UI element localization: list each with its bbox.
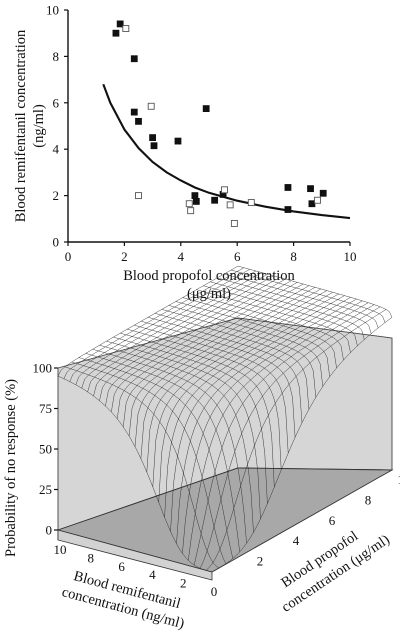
scatter-axes (67, 10, 350, 243)
data-point-filled-square (135, 117, 142, 125)
surface-y-tick-label: 6 (329, 513, 336, 528)
surface-z-tick-label: 100 (33, 361, 53, 376)
data-point-open-square (135, 192, 142, 200)
data-point-open-square (185, 200, 193, 208)
data-point-filled-square (112, 29, 120, 37)
scatter-x-tick-label: 2 (121, 249, 128, 264)
scatter-x-tick-label: 4 (178, 249, 185, 264)
data-point-filled-square (116, 20, 124, 28)
scatter-x-ticks: 0 2 4 6 8 10 (65, 242, 357, 264)
surface-z-tick-label: 50 (39, 442, 52, 457)
surface-x-tick-label: 0 (211, 584, 218, 599)
surface-gridline-propofol (210, 281, 365, 340)
scatter-y-ticks: 0 2 4 6 8 10 (46, 3, 68, 250)
surface-z-axis-title: Probability of no response (%) (3, 379, 19, 557)
data-point-filled-square (130, 108, 138, 116)
data-point-open-square (226, 201, 234, 209)
data-point-open-square (230, 219, 238, 227)
data-point-filled-square (319, 189, 327, 197)
surface-mesh (57, 265, 393, 573)
data-point-filled-square (149, 134, 157, 142)
data-point-filled-square (284, 206, 292, 213)
data-point-filled-square (191, 192, 199, 200)
data-point-filled-square (308, 200, 316, 208)
surface-y-tick-label: 10 (398, 472, 400, 487)
data-point-filled-square (130, 55, 138, 63)
scatter-x-tick-label: 8 (290, 249, 297, 264)
data-point-filled-square (192, 197, 200, 205)
surface-chart: 0 25 50 75 100 10 8 6 4 2 0 2 4 6 8 10 Probability of… (3, 265, 400, 632)
data-point-filled-square (202, 105, 210, 112)
surface-x-tick-label: 10 (54, 542, 67, 557)
surface-gridline-propofol (78, 357, 234, 559)
surface-gridline-propofol (106, 340, 261, 519)
surface-x-tick-label: 6 (118, 559, 125, 574)
scatter-x-tick-label: 6 (234, 249, 241, 264)
surface-z-tick-label: 25 (39, 482, 52, 497)
scatter-y-axis-title-line2: (ng/ml) (31, 104, 47, 148)
surface-gridline-propofol (168, 305, 324, 387)
surface-gridline-propofol (217, 277, 372, 334)
data-point-open-square (187, 207, 195, 215)
surface-gridline-propofol (147, 317, 303, 423)
floor-front-strip (57, 529, 213, 581)
scatter-chart: 0 2 4 6 8 10 0 2 4 6 8 10 Blood propofol concentra… (13, 3, 357, 303)
surface-z-ticks: 0 25 50 75 100 (33, 361, 58, 538)
scatter-x-tick-label: 10 (344, 249, 357, 264)
surface-y-tick-label: 2 (257, 554, 264, 569)
surface-z-tick-label: 75 (39, 401, 52, 416)
data-point-open-square (247, 199, 255, 207)
scatter-y-tick-label: 6 (53, 95, 60, 110)
data-point-filled-square (150, 142, 158, 150)
surface-gridline-propofol (196, 289, 351, 353)
surface-x-tick-label: 8 (88, 550, 95, 565)
data-point-filled-square (307, 185, 314, 193)
scatter-y-tick-label: 4 (53, 142, 60, 157)
surface-gridline-propofol (182, 297, 337, 369)
scatter-y-tick-label: 10 (46, 3, 59, 18)
scatter-points (112, 20, 327, 227)
surface-z-tick-label: 0 (46, 523, 53, 538)
scatter-y-tick-label: 0 (53, 235, 60, 250)
surface-y-tick-label: 4 (293, 533, 300, 548)
surface-gridline-propofol (64, 366, 220, 569)
scatter-x-axis-title-line1: Blood propofol concentration (123, 268, 295, 284)
surface-gridline-propofol (203, 285, 358, 346)
data-point-open-square (122, 25, 130, 33)
surface-gridline-propofol (175, 301, 330, 377)
data-point-open-square (221, 186, 228, 194)
data-point-filled-square (284, 184, 292, 191)
scatter-y-axis-title-line1: Blood remifentanil concentration (13, 29, 29, 222)
surface-x-ticks: 10 8 6 4 2 0 (54, 542, 218, 599)
surface-gridline-propofol (120, 332, 275, 488)
surface-gridline-propofol (237, 265, 393, 318)
surface-gridline-propofol (224, 273, 379, 328)
scatter-y-tick-label: 8 (53, 49, 60, 64)
surface-y-tick-label: 8 (365, 492, 372, 507)
surface-gridline-propofol (189, 293, 344, 361)
data-point-filled-square (211, 196, 219, 204)
surface-gridline-propofol (134, 324, 289, 454)
scatter-y-tick-label: 2 (53, 188, 60, 203)
data-point-open-square (314, 196, 322, 204)
surface-gridline-propofol (71, 361, 227, 564)
surface-gridline-propofol (154, 313, 310, 410)
data-point-filled-square (174, 137, 182, 145)
scatter-x-tick-label: 0 (65, 249, 72, 264)
surface-y-ticks: 2 4 6 8 10 (257, 472, 400, 569)
surface-gridline-propofol (99, 344, 254, 533)
surface-gridline-propofol (113, 336, 268, 504)
surface-gridline-propofol (57, 375, 213, 573)
data-point-open-square (147, 102, 155, 110)
surface-gridline-propofol (127, 328, 282, 471)
surface-gridline-propofol (92, 348, 247, 544)
surface-gridline-propofol (85, 353, 240, 552)
surface-x-tick-label: 4 (149, 567, 156, 582)
surface-gridline-propofol (141, 320, 296, 438)
surface-gridline-propofol (161, 309, 317, 398)
surface-x-tick-label: 2 (180, 576, 187, 591)
surface-gridline-propofol (231, 269, 386, 323)
